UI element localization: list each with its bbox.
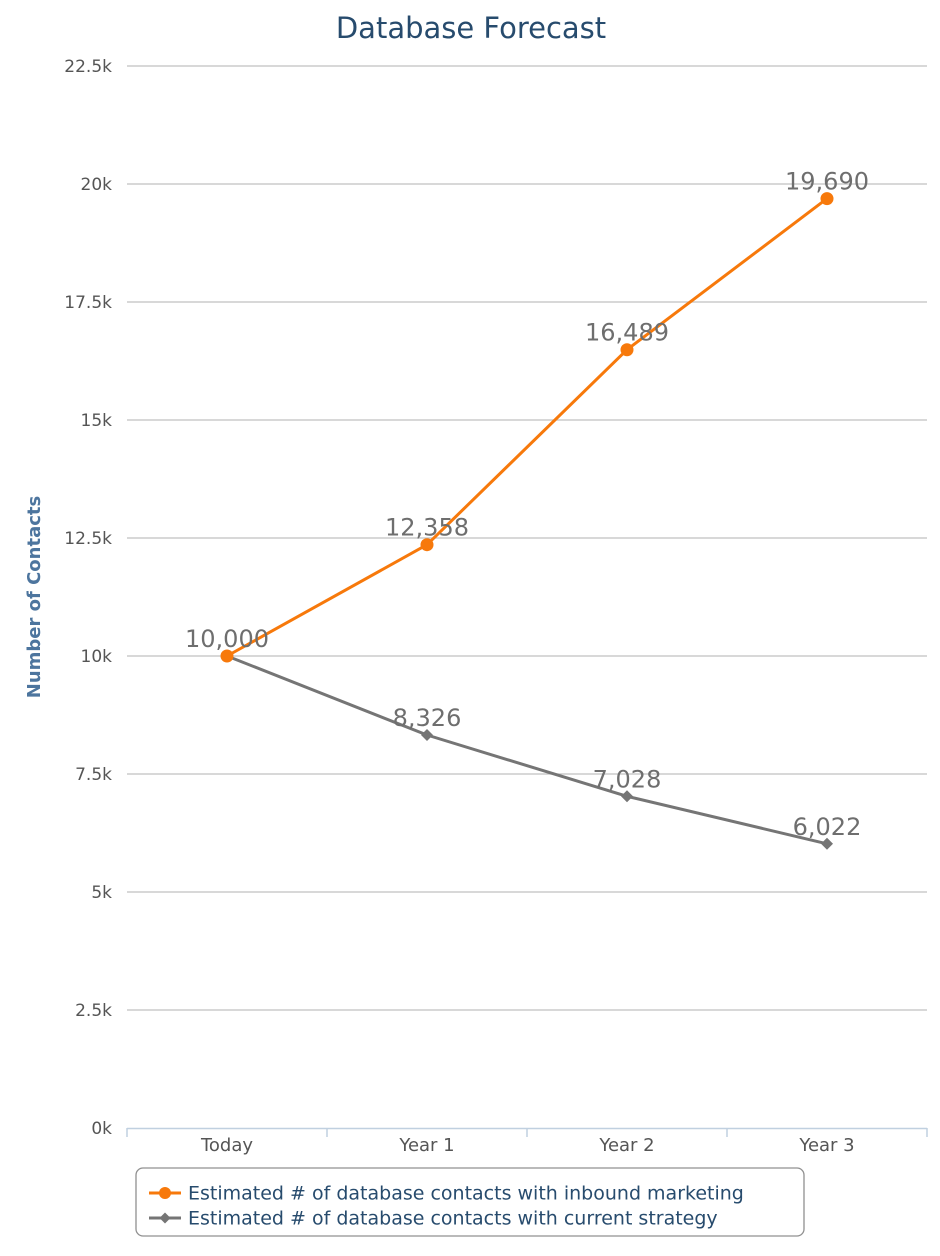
data-label: 19,690 <box>785 168 869 196</box>
x-tick-label: Today <box>200 1135 253 1156</box>
data-label: 7,028 <box>593 765 662 793</box>
data-label: 16,489 <box>585 319 669 347</box>
data-point-marker <box>820 192 834 206</box>
y-axis-label: Number of Contacts <box>24 496 45 698</box>
legend-marker <box>159 1212 171 1224</box>
y-tick-label: 20k <box>81 175 113 195</box>
data-point-marker <box>821 837 833 850</box>
series-line <box>226 197 828 658</box>
x-tick-label: Year 3 <box>798 1135 854 1156</box>
y-tick-label: 7.5k <box>75 765 112 785</box>
data-label: 10,000 <box>185 625 269 653</box>
x-tick-label: Year 1 <box>398 1135 454 1156</box>
data-point-marker <box>421 729 433 742</box>
legend-box <box>135 1167 805 1237</box>
data-point-marker <box>220 649 234 663</box>
x-axis: Today Year 1 Year 2 Year 3 <box>126 1127 928 1156</box>
series-group <box>220 192 834 850</box>
y-tick-label: 22.5k <box>64 57 112 77</box>
y-tick-label: 2.5k <box>75 1001 112 1021</box>
y-tick-label: 12.5k <box>64 529 112 549</box>
data-label: 12,358 <box>385 514 469 542</box>
y-tick-label: 10k <box>81 647 113 667</box>
y-tick-label: 15k <box>81 411 113 431</box>
legend-marker <box>159 1187 171 1199</box>
series-line <box>226 654 828 846</box>
data-point-marker <box>620 343 634 357</box>
x-tick-label: Year 2 <box>598 1135 654 1156</box>
data-label: 8,326 <box>393 704 462 732</box>
y-tick-label: 17.5k <box>64 293 112 313</box>
chart-title: Database Forecast <box>336 11 606 45</box>
legend-item-label: Estimated # of database contacts with cu… <box>188 1208 718 1230</box>
y-tick-label: 5k <box>91 883 112 903</box>
legend[interactable]: Estimated # of database contacts with in… <box>135 1167 805 1237</box>
data-label: 6,022 <box>793 813 862 841</box>
data-labels: 10,000 12,358 16,489 19,690 8,326 7,028 6,022 <box>185 168 869 841</box>
gridlines: 0k 2.5k 5k 7.5k 10k 12.5k 15k 17.5k 20k 22.5k <box>64 57 927 1139</box>
data-point-marker <box>621 790 633 803</box>
data-point-marker <box>420 538 434 552</box>
legend-item-label: Estimated # of database contacts with in… <box>188 1183 744 1205</box>
y-tick-label: 0k <box>91 1119 112 1139</box>
